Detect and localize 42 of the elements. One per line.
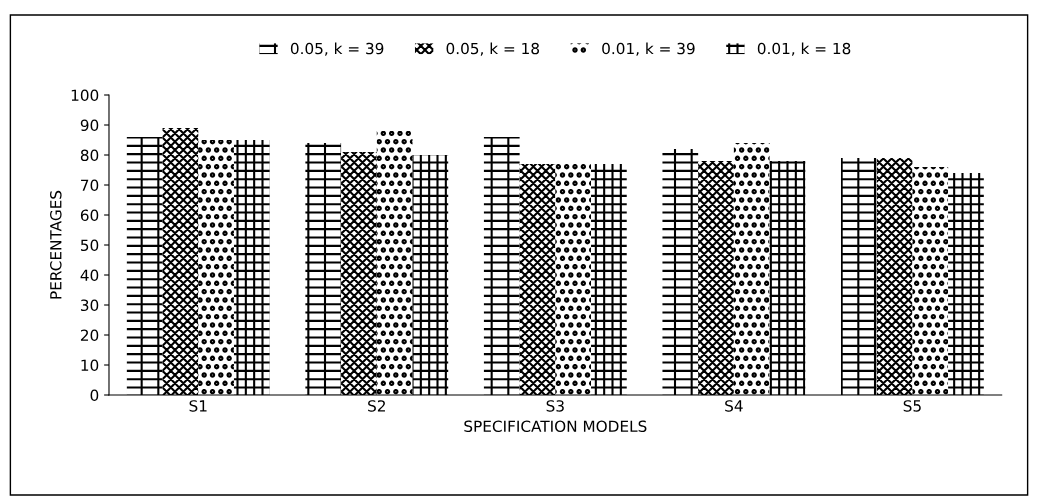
legend-label: 0.01, k = 18	[757, 42, 851, 56]
legend-label: 0.01, k = 39	[602, 42, 695, 56]
bar	[591, 164, 627, 395]
x-tick-label: S4	[725, 400, 743, 412]
bar	[733, 143, 770, 395]
bar	[162, 128, 199, 395]
y-tick-label: 20	[80, 329, 99, 342]
bar	[412, 155, 449, 395]
y-tick-label: 0	[90, 389, 99, 402]
x-axis-title: SPECIFICATION MODELS	[464, 420, 647, 433]
y-tick-label: 100	[71, 89, 99, 102]
bar	[198, 140, 234, 395]
y-tick-label: 10	[81, 359, 99, 372]
bar	[662, 149, 699, 395]
bar	[483, 137, 520, 395]
bar	[840, 158, 877, 395]
bar	[912, 167, 949, 395]
x-tick-label: S5	[903, 400, 921, 412]
bar	[376, 131, 413, 395]
y-tick-label: 60	[80, 209, 99, 222]
y-tick-label: 30	[80, 299, 99, 312]
bar	[698, 161, 734, 395]
y-tick-label: 40	[80, 269, 99, 282]
bar	[233, 140, 270, 395]
bar	[876, 158, 913, 395]
bar	[769, 161, 806, 395]
y-tick-label: 90	[80, 119, 99, 132]
legend-label: 0.05, k = 39	[290, 42, 384, 56]
bar	[519, 164, 556, 395]
y-tick-label: 50	[81, 239, 99, 252]
x-tick-label: S2	[368, 400, 385, 412]
y-tick-label: 80	[80, 149, 99, 162]
y-axis-title: PERCENTAGES	[50, 190, 62, 299]
bar	[948, 173, 984, 395]
bar	[341, 152, 377, 395]
x-tick-label: S1	[189, 400, 207, 412]
x-tick-label: S3	[546, 400, 564, 412]
y-tick-label: 70	[81, 179, 99, 192]
bar	[126, 137, 163, 395]
bar	[555, 161, 592, 395]
bar	[305, 143, 342, 395]
legend-label: 0.05, k = 18	[446, 42, 540, 56]
